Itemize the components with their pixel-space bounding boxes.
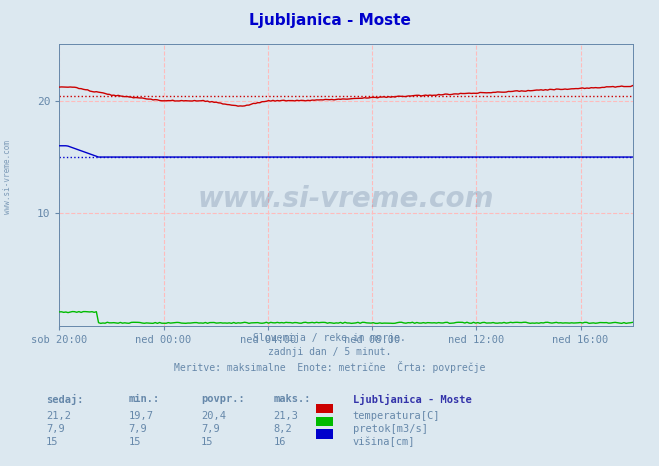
Text: www.si-vreme.com: www.si-vreme.com bbox=[198, 185, 494, 213]
Text: temperatura[C]: temperatura[C] bbox=[353, 411, 440, 421]
Text: 21,2: 21,2 bbox=[46, 411, 71, 421]
Text: sedaj:: sedaj: bbox=[46, 394, 84, 405]
Text: Meritve: maksimalne  Enote: metrične  Črta: povprečje: Meritve: maksimalne Enote: metrične Črta… bbox=[174, 361, 485, 373]
Text: 19,7: 19,7 bbox=[129, 411, 154, 421]
Text: višina[cm]: višina[cm] bbox=[353, 437, 415, 447]
Text: 7,9: 7,9 bbox=[46, 424, 65, 434]
Text: www.si-vreme.com: www.si-vreme.com bbox=[3, 140, 13, 214]
Text: 20,4: 20,4 bbox=[201, 411, 226, 421]
Text: 21,3: 21,3 bbox=[273, 411, 299, 421]
Text: Ljubljanica - Moste: Ljubljanica - Moste bbox=[248, 13, 411, 28]
Text: 15: 15 bbox=[201, 437, 214, 446]
Text: Ljubljanica - Moste: Ljubljanica - Moste bbox=[353, 394, 471, 405]
FancyBboxPatch shape bbox=[316, 404, 333, 413]
FancyBboxPatch shape bbox=[316, 429, 333, 439]
Text: 15: 15 bbox=[129, 437, 141, 446]
Text: 7,9: 7,9 bbox=[129, 424, 147, 434]
Text: min.:: min.: bbox=[129, 394, 159, 404]
Text: 8,2: 8,2 bbox=[273, 424, 292, 434]
Text: 16: 16 bbox=[273, 437, 286, 446]
Text: povpr.:: povpr.: bbox=[201, 394, 244, 404]
Text: Slovenija / reke in morje.: Slovenija / reke in morje. bbox=[253, 333, 406, 343]
Text: 15: 15 bbox=[46, 437, 59, 446]
Text: maks.:: maks.: bbox=[273, 394, 311, 404]
Text: zadnji dan / 5 minut.: zadnji dan / 5 minut. bbox=[268, 347, 391, 357]
Text: pretok[m3/s]: pretok[m3/s] bbox=[353, 424, 428, 434]
Text: 7,9: 7,9 bbox=[201, 424, 219, 434]
FancyBboxPatch shape bbox=[316, 417, 333, 426]
